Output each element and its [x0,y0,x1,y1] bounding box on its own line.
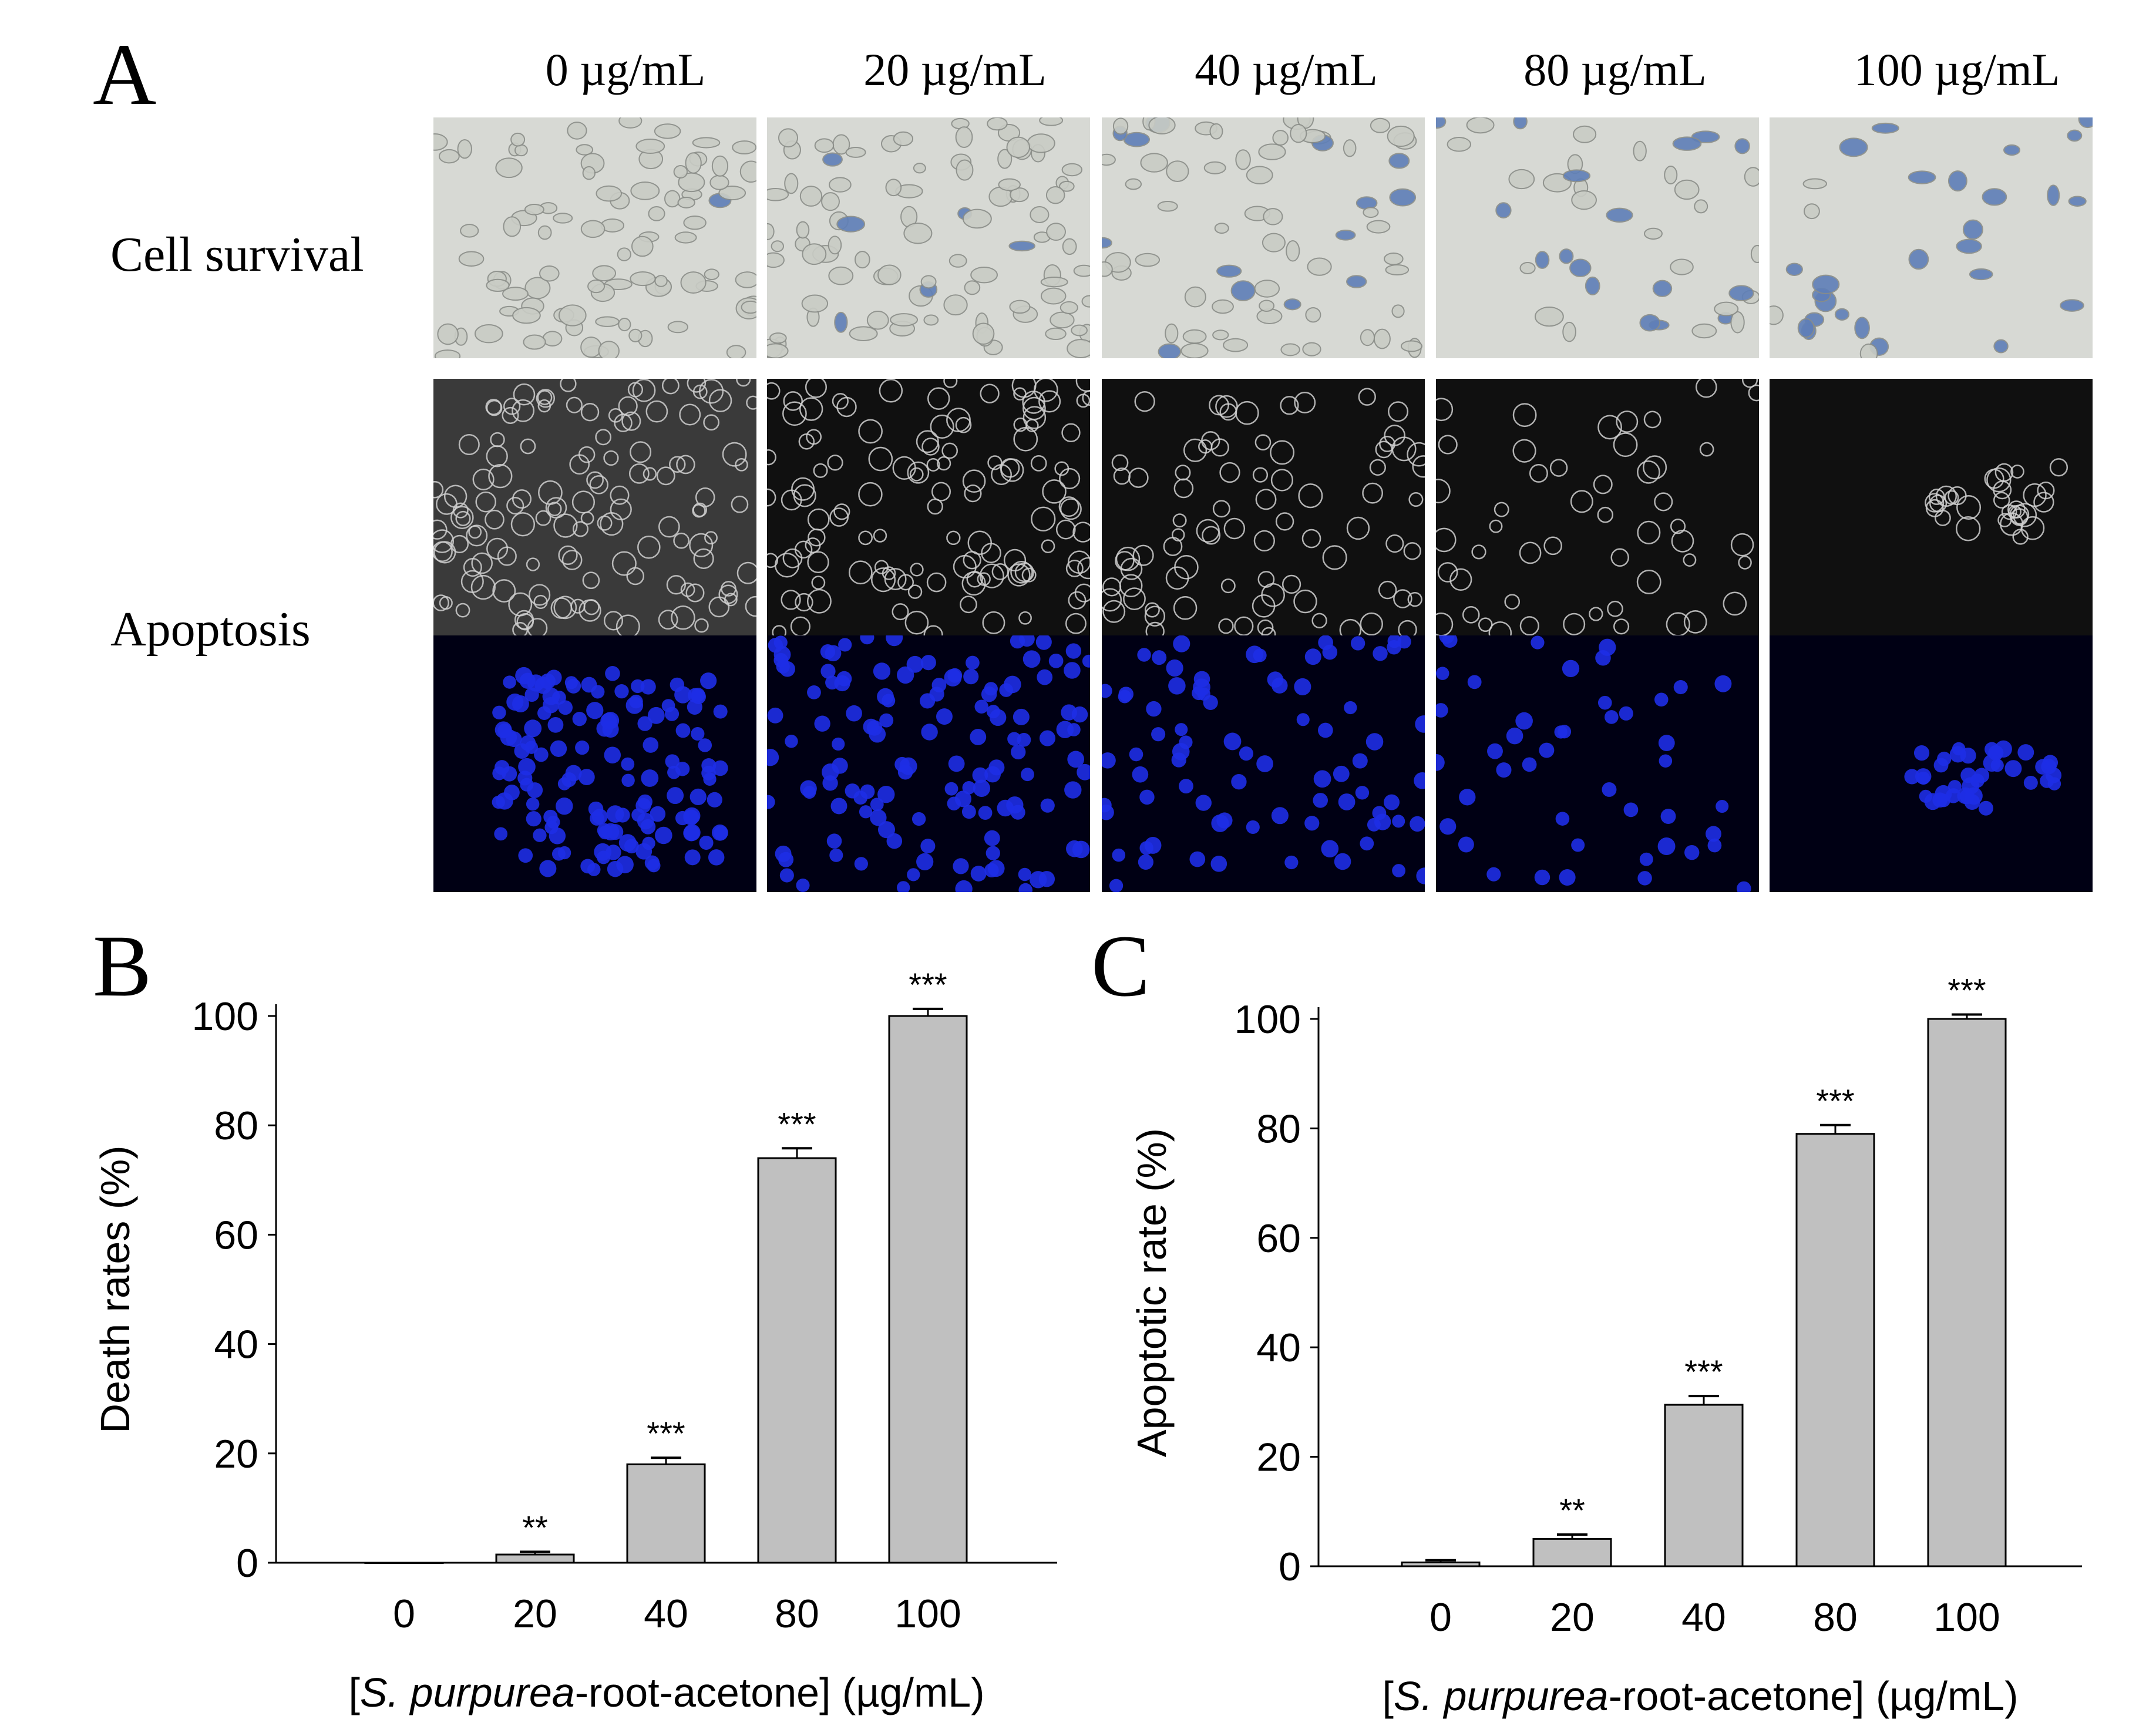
chart-b-significance-80: *** [778,1105,816,1142]
chart-c-x-tick-label-100: 100 [1933,1595,2000,1640]
micrograph-dapi-0 [433,635,756,892]
panel-b-letter: B [93,917,152,1015]
chart-c-significance-20: ** [1559,1492,1585,1529]
chart-b-y-tick-label: 20 [214,1432,258,1476]
chart-b-x-tick-label-0: 0 [393,1592,415,1636]
chart-b-x-axis-title: [S. purpurea-root-acetone] (µg/mL) [348,1670,984,1715]
chart-b-bar-80 [757,1157,837,1564]
chart-c-bar-40 [1664,1404,1744,1567]
chart-death-rates: 0 20 40 60 80 100 0 ** 20 *** 40 *** 80 *** 100 Death r… [0,916,1078,1726]
concentration-label-80: 80 µg/mL [1523,44,1707,95]
chart-c-significance-80: *** [1816,1082,1854,1119]
chart-c-bar-80 [1795,1133,1875,1567]
chart-c-x-tick-label-0: 0 [1430,1595,1452,1640]
chart-c-significance-100: *** [1948,972,1986,1009]
chart-b-y-tick-label: 0 [236,1541,258,1586]
chart-c-x-tick-label-80: 80 [1813,1595,1858,1640]
micrograph-phase-100 [1770,379,2093,635]
chart-c-y-tick-label: 40 [1256,1325,1301,1370]
chart-c-bar-100 [1927,1018,2007,1567]
row-label-apoptosis: Apoptosis [110,602,311,657]
chart-b-significance-20: ** [522,1509,548,1546]
chart-b-bar-20 [495,1553,575,1564]
chart-b-x-tick-label-80: 80 [775,1592,819,1636]
chart-c-bar-0 [1401,1561,1481,1567]
chart-c-x-tick-label-40: 40 [1681,1595,1726,1640]
chart-b-significance-100: *** [909,966,947,1003]
panel-c-letter: C [1091,917,1151,1015]
micrograph-dapi-40 [1102,635,1425,892]
chart-b-bar-40 [626,1463,706,1564]
chart-b-significance-40: *** [647,1415,685,1452]
micrograph-survival-100 [1770,117,2093,358]
micrograph-survival-80 [1436,117,1759,358]
chart-b-bar-100 [888,1015,968,1564]
chart-c-y-tick-label: 80 [1256,1106,1301,1151]
micrograph-phase-0 [433,379,756,635]
micrograph-phase-80 [1436,379,1759,635]
chart-c-y-tick-label: 60 [1256,1216,1301,1261]
chart-b-svg: 0 20 40 60 80 100 0 ** 20 *** 40 *** 80 *** 100 Death r… [92,966,1057,1715]
concentration-label-100: 100 µg/mL [1854,44,2060,95]
chart-b-y-tick-label: 60 [214,1213,258,1257]
micrograph-dapi-20 [767,635,1090,892]
chart-c-x-axis-title: [S. purpurea-root-acetone] (µg/mL) [1382,1673,2018,1719]
chart-c-significance-40: *** [1684,1353,1723,1390]
row-label-cell-survival: Cell survival [110,227,364,282]
chart-c-x-tick-label-20: 20 [1550,1595,1595,1640]
chart-b-y-tick-label: 40 [214,1323,258,1367]
micrograph-survival-40 [1102,117,1425,358]
chart-c-y-axis-title: Apoptotic rate (%) [1129,1128,1175,1457]
chart-apoptotic-rate: 0 20 40 60 80 100 0 ** 20 *** 40 *** 80 *** 100 Apoptot… [1078,916,2156,1726]
chart-b-x-tick-label-20: 20 [513,1592,557,1636]
concentration-label-40: 40 µg/mL [1195,44,1378,95]
panel-a-letter: A [93,26,157,123]
chart-b-y-tick-label: 100 [192,994,258,1039]
chart-c-svg: 0 20 40 60 80 100 0 ** 20 *** 40 *** 80 *** 100 Apoptot… [1129,972,2082,1719]
chart-c-y-tick-label: 20 [1256,1435,1301,1480]
micrograph-survival-0 [433,117,756,358]
chart-c-bar-20 [1532,1537,1612,1567]
chart-b-x-tick-label-40: 40 [644,1592,688,1636]
micrograph-dapi-100 [1770,635,2093,892]
chart-b-y-tick-label: 80 [214,1103,258,1148]
concentration-label-0: 0 µg/mL [545,44,706,95]
concentration-label-20: 20 µg/mL [863,44,1047,95]
chart-c-y-tick-label: 100 [1235,997,1301,1042]
micrograph-phase-20 [767,379,1090,635]
micrograph-phase-40 [1102,379,1425,635]
micrograph-dapi-80 [1436,635,1759,892]
chart-c-y-tick-label: 0 [1279,1545,1301,1589]
chart-b-y-axis-title: Death rates (%) [92,1145,138,1433]
micrograph-survival-20 [767,117,1090,358]
chart-b-x-tick-label-100: 100 [894,1592,961,1636]
